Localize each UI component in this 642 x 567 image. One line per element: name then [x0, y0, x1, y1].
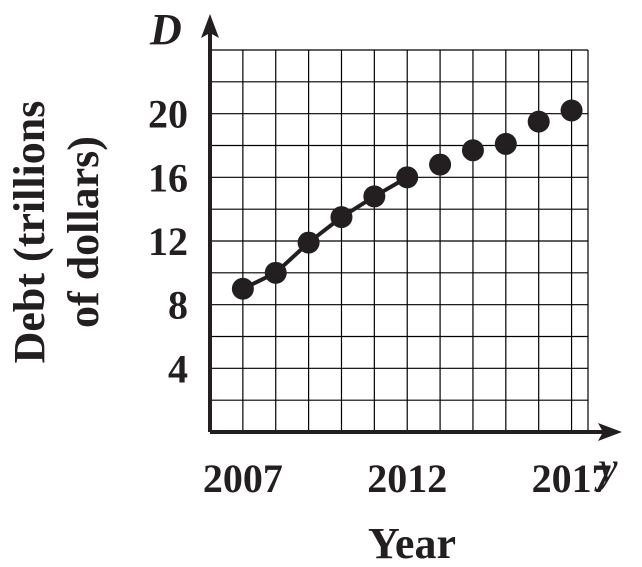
grid: [210, 49, 589, 432]
y-axis-variable: D: [149, 5, 182, 54]
data-point: [494, 132, 517, 155]
x-tick-label: 2017: [532, 456, 612, 501]
data-point: [396, 166, 419, 189]
y-axis-title-line-2: of dollars): [59, 136, 108, 328]
data-point: [429, 153, 452, 176]
y-axis-arrowhead: [201, 14, 219, 38]
data-point: [297, 231, 320, 254]
data-point: [363, 185, 386, 208]
data-point: [231, 277, 254, 300]
data-point: [264, 261, 287, 284]
y-axis-title-line-1: Debt (trillions: [5, 101, 54, 364]
y-tick-label: 4: [168, 346, 188, 391]
x-tick-labels: 2007 2012 2017: [203, 456, 612, 501]
y-tick-label: 16: [148, 155, 188, 200]
y-tick-label: 12: [148, 219, 188, 264]
x-axis-title: Year: [368, 519, 456, 567]
x-axis-variable: y: [594, 443, 618, 492]
x-axis-arrowhead: [598, 423, 622, 441]
x-tick-label: 2012: [367, 456, 447, 501]
data-point: [560, 99, 583, 122]
axes: [201, 14, 622, 441]
data-point: [461, 139, 484, 162]
y-tick-label: 8: [168, 283, 188, 328]
x-tick-label: 2007: [203, 456, 283, 501]
data-point: [527, 110, 550, 133]
y-tick-label: 20: [148, 92, 188, 137]
y-tick-labels: 4 8 12 16 20: [148, 92, 188, 392]
series-debt: [231, 99, 583, 300]
data-point: [330, 206, 353, 229]
